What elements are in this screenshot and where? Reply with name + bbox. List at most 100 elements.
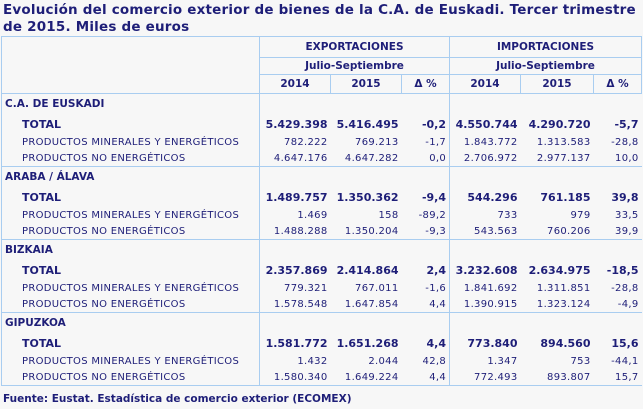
value-cell: 1.313.583 bbox=[536, 136, 591, 148]
region-name: GIPUZKOA bbox=[1, 312, 260, 333]
value-cell: -9,4 bbox=[421, 190, 446, 204]
value-cell: -5,7 bbox=[614, 117, 639, 131]
value-cell: 1.651.268 bbox=[336, 336, 399, 350]
value-cell: 1.311.851 bbox=[536, 282, 591, 294]
value-cell: 979 bbox=[570, 209, 591, 221]
table-row: PRODUCTOS MINERALES Y ENERGÉTICOS 779.321… bbox=[1, 280, 642, 296]
value-cell: 1.843.772 bbox=[449, 134, 521, 150]
col-imp-2015: 2015 bbox=[520, 74, 594, 94]
empty-cell bbox=[259, 312, 331, 333]
imports-header: IMPORTACIONES bbox=[448, 36, 643, 58]
empty-cell bbox=[520, 239, 594, 260]
value-cell: 3.232.608 bbox=[449, 260, 521, 280]
row-label: TOTAL bbox=[1, 187, 260, 207]
value-cell: 767.011 bbox=[355, 282, 399, 294]
row-label: PRODUCTOS NO ENERGÉTICOS bbox=[1, 150, 260, 167]
empty-cell bbox=[259, 93, 331, 114]
value-cell: 544.296 bbox=[449, 187, 521, 207]
region-name: C.A. DE EUSKADI bbox=[1, 93, 260, 114]
value-cell: -1,6 bbox=[425, 282, 446, 294]
empty-cell bbox=[593, 312, 642, 333]
value-cell: 1.350.362 bbox=[336, 190, 399, 204]
value-cell: -1,7 bbox=[425, 136, 446, 148]
empty-cell bbox=[259, 166, 331, 187]
empty-cell bbox=[401, 166, 450, 187]
value-cell: 779.321 bbox=[259, 280, 331, 296]
source-note: Fuente: Eustat. Estadística de comercio … bbox=[3, 393, 352, 405]
value-cell: 753 bbox=[570, 355, 591, 367]
table-row: TOTAL 1.581.772 1.651.268 4,4 773.840 894.560… bbox=[1, 333, 642, 353]
value-cell: 893.807 bbox=[520, 369, 594, 386]
col-imp-delta: Δ % bbox=[592, 74, 643, 94]
value-cell: 782.222 bbox=[259, 134, 331, 150]
value-cell: 2.977.137 bbox=[520, 150, 594, 167]
value-cell: -89,2 bbox=[418, 209, 446, 221]
value-cell: 760.206 bbox=[520, 223, 594, 240]
value-cell: 1.488.288 bbox=[259, 223, 331, 240]
table-row: PRODUCTOS MINERALES Y ENERGÉTICOS 782.222… bbox=[1, 134, 642, 150]
table-row: TOTAL 1.489.757 1.350.362 -9,4 544.296 761.18… bbox=[1, 187, 642, 207]
value-cell: 10,0 bbox=[593, 150, 642, 167]
empty-cell bbox=[330, 166, 402, 187]
row-label: PRODUCTOS MINERALES Y ENERGÉTICOS bbox=[1, 134, 260, 150]
value-cell: 4,4 bbox=[426, 336, 447, 350]
value-cell: 1.580.340 bbox=[259, 369, 331, 386]
row-label: TOTAL bbox=[1, 260, 260, 280]
value-cell: 15,7 bbox=[593, 369, 642, 386]
value-cell: -44,1 bbox=[611, 355, 639, 367]
value-cell: 4,4 bbox=[401, 296, 450, 313]
value-cell: 4.647.176 bbox=[259, 150, 331, 167]
col-exp-delta: Δ % bbox=[401, 74, 450, 94]
value-cell: 2.357.869 bbox=[259, 260, 331, 280]
value-cell: -0,2 bbox=[421, 117, 446, 131]
empty-cell bbox=[330, 93, 402, 114]
trade-table: EXPORTACIONES IMPORTACIONES Julio-Septie… bbox=[1, 36, 643, 386]
value-cell: 1.390.915 bbox=[449, 296, 521, 313]
value-cell: 543.563 bbox=[449, 223, 521, 240]
value-cell: 1.350.204 bbox=[330, 223, 402, 240]
value-cell: 761.185 bbox=[540, 190, 591, 204]
empty-cell bbox=[401, 93, 450, 114]
col-imp-2014: 2014 bbox=[449, 74, 521, 94]
row-label: TOTAL bbox=[1, 333, 260, 353]
value-cell: 2,4 bbox=[426, 263, 447, 277]
value-cell: 2.414.864 bbox=[336, 263, 399, 277]
value-cell: 1.578.548 bbox=[259, 296, 331, 313]
value-cell: 39,9 bbox=[593, 223, 642, 240]
value-cell: 1.347 bbox=[449, 353, 521, 369]
row-label: PRODUCTOS MINERALES Y ENERGÉTICOS bbox=[1, 207, 260, 223]
empty-cell bbox=[330, 312, 402, 333]
value-cell: 1.647.854 bbox=[330, 296, 402, 313]
value-cell: 4.647.282 bbox=[330, 150, 402, 167]
region-row: GIPUZKOA bbox=[1, 312, 642, 333]
row-label: PRODUCTOS NO ENERGÉTICOS bbox=[1, 223, 260, 240]
value-cell: 1.649.224 bbox=[330, 369, 402, 386]
region-row: C.A. DE EUSKADI bbox=[1, 93, 642, 114]
table-row: PRODUCTOS NO ENERGÉTICOS 1.578.548 1.647.8… bbox=[1, 296, 642, 313]
region-row: ARABA / ÁLAVA bbox=[1, 166, 642, 187]
table-row: PRODUCTOS NO ENERGÉTICOS 1.580.340 1.649.2… bbox=[1, 369, 642, 386]
value-cell: -18,5 bbox=[606, 263, 639, 277]
empty-cell bbox=[401, 312, 450, 333]
value-cell: 1.323.124 bbox=[520, 296, 594, 313]
row-label: PRODUCTOS NO ENERGÉTICOS bbox=[1, 369, 260, 386]
row-label: TOTAL bbox=[1, 114, 260, 134]
empty-cell bbox=[449, 239, 521, 260]
empty-cell bbox=[520, 166, 594, 187]
empty-cell bbox=[449, 166, 521, 187]
value-cell: 773.840 bbox=[449, 333, 521, 353]
value-cell: 4.550.744 bbox=[449, 114, 521, 134]
table-row: PRODUCTOS NO ENERGÉTICOS 4.647.176 4.647.2… bbox=[1, 150, 642, 167]
value-cell: 0,0 bbox=[401, 150, 450, 167]
empty-cell bbox=[520, 312, 594, 333]
value-cell: 158 bbox=[378, 209, 399, 221]
empty-cell bbox=[593, 93, 642, 114]
value-cell: 2.044 bbox=[368, 355, 399, 367]
value-cell: 1.489.757 bbox=[259, 187, 331, 207]
value-cell: 1.581.772 bbox=[259, 333, 331, 353]
empty-cell bbox=[593, 239, 642, 260]
empty-cell bbox=[593, 166, 642, 187]
row-label: PRODUCTOS NO ENERGÉTICOS bbox=[1, 296, 260, 313]
value-cell: 4.290.720 bbox=[528, 117, 591, 131]
value-cell: 769.213 bbox=[355, 136, 399, 148]
